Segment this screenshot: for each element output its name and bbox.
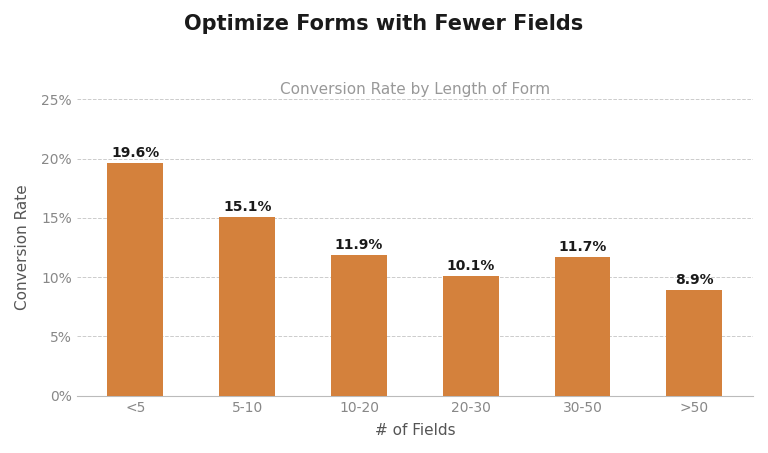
Bar [331,255,387,396]
Bar [108,164,164,396]
Text: 11.9%: 11.9% [335,238,383,252]
Bar [554,257,611,396]
Text: 19.6%: 19.6% [111,146,160,160]
Text: 10.1%: 10.1% [446,259,495,273]
Text: Optimize Forms with Fewer Fields: Optimize Forms with Fewer Fields [184,14,584,34]
Text: 11.7%: 11.7% [558,240,607,254]
Bar [667,290,722,396]
Text: 15.1%: 15.1% [223,200,271,214]
Bar [443,276,498,396]
Y-axis label: Conversion Rate: Conversion Rate [15,185,30,310]
Text: 8.9%: 8.9% [675,273,713,287]
Title: Conversion Rate by Length of Form: Conversion Rate by Length of Form [280,82,550,96]
X-axis label: # of Fields: # of Fields [375,423,455,438]
Bar [219,217,275,396]
